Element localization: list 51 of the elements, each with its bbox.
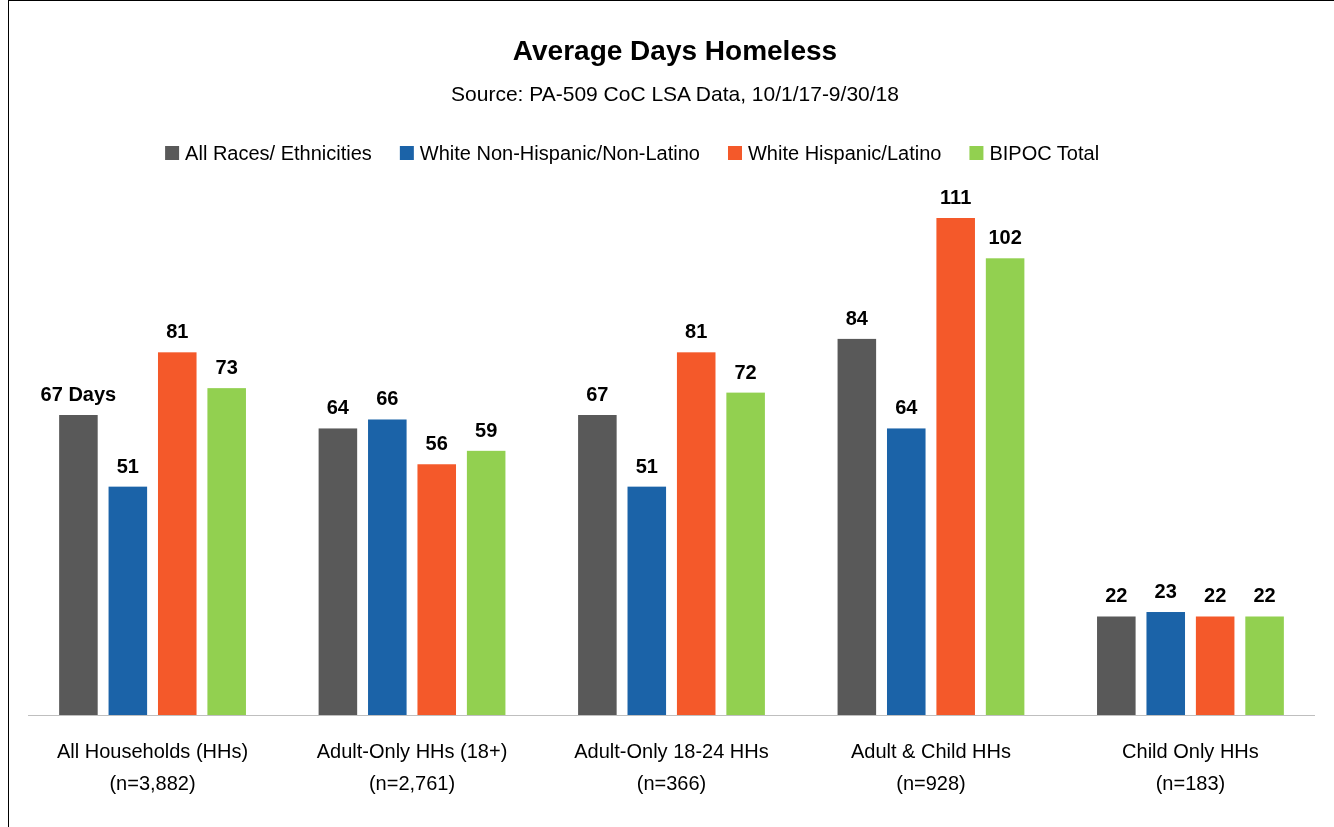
data-label: 72 — [734, 360, 757, 383]
bar — [1097, 616, 1136, 715]
bar — [985, 258, 1025, 715]
data-label: 64 — [326, 396, 350, 419]
chart-subtitle: Source: PA-509 CoC LSA Data, 10/1/17-9/30/18 — [451, 82, 899, 105]
bar — [578, 415, 617, 715]
bar — [627, 486, 667, 715]
data-label: 22 — [1204, 584, 1227, 607]
data-label: 51 — [116, 454, 139, 477]
bar — [59, 415, 98, 715]
bar — [726, 392, 765, 715]
bar — [207, 388, 246, 715]
bar — [318, 428, 358, 715]
legend-label: All Races/ Ethnicities — [185, 142, 372, 164]
data-label: 23 — [1154, 580, 1177, 603]
bar — [417, 464, 457, 715]
legend-label: BIPOC Total — [989, 142, 1100, 164]
data-label: 22 — [1253, 584, 1276, 607]
bar — [886, 428, 926, 715]
bar — [1146, 612, 1186, 715]
data-label: 73 — [215, 356, 238, 379]
legend-label: White Non-Hispanic/Non-Latino — [419, 142, 700, 164]
bar — [157, 352, 197, 715]
data-label: 84 — [845, 306, 869, 329]
data-label: 22 — [1105, 584, 1128, 607]
data-label: 81 — [685, 320, 708, 343]
bar — [936, 218, 975, 715]
x-tick-label: Adult-Only HHs (18+) (n=2,761) — [316, 740, 508, 794]
x-tick-label: Adult & Child HHs (n=928) — [850, 740, 1012, 794]
data-label: 59 — [475, 418, 498, 441]
x-tick-label: All Households (HHs) (n=3,882) — [56, 740, 249, 794]
legend-label: White Hispanic/Latino — [747, 142, 942, 164]
bar — [837, 338, 877, 715]
bar — [1245, 616, 1284, 715]
bar — [676, 352, 716, 715]
data-label: 67 Days — [40, 383, 117, 406]
bar — [466, 450, 506, 715]
data-label: 51 — [635, 454, 658, 477]
data-label: 81 — [166, 320, 189, 343]
data-label: 64 — [895, 396, 919, 419]
bar — [368, 419, 407, 715]
bar — [1195, 616, 1235, 715]
bar — [108, 486, 148, 715]
data-label: 111 — [940, 186, 972, 208]
x-tick-label: Child Only HHs (n=183) — [1122, 740, 1259, 794]
data-label: 66 — [376, 387, 399, 410]
x-tick-label: Adult-Only 18-24 HHs (n=366) — [574, 740, 769, 794]
chart-title: Average Days Homeless — [512, 35, 838, 66]
data-label: 56 — [425, 432, 448, 455]
data-label: 67 — [586, 383, 609, 406]
data-label: 102 — [988, 226, 1022, 249]
